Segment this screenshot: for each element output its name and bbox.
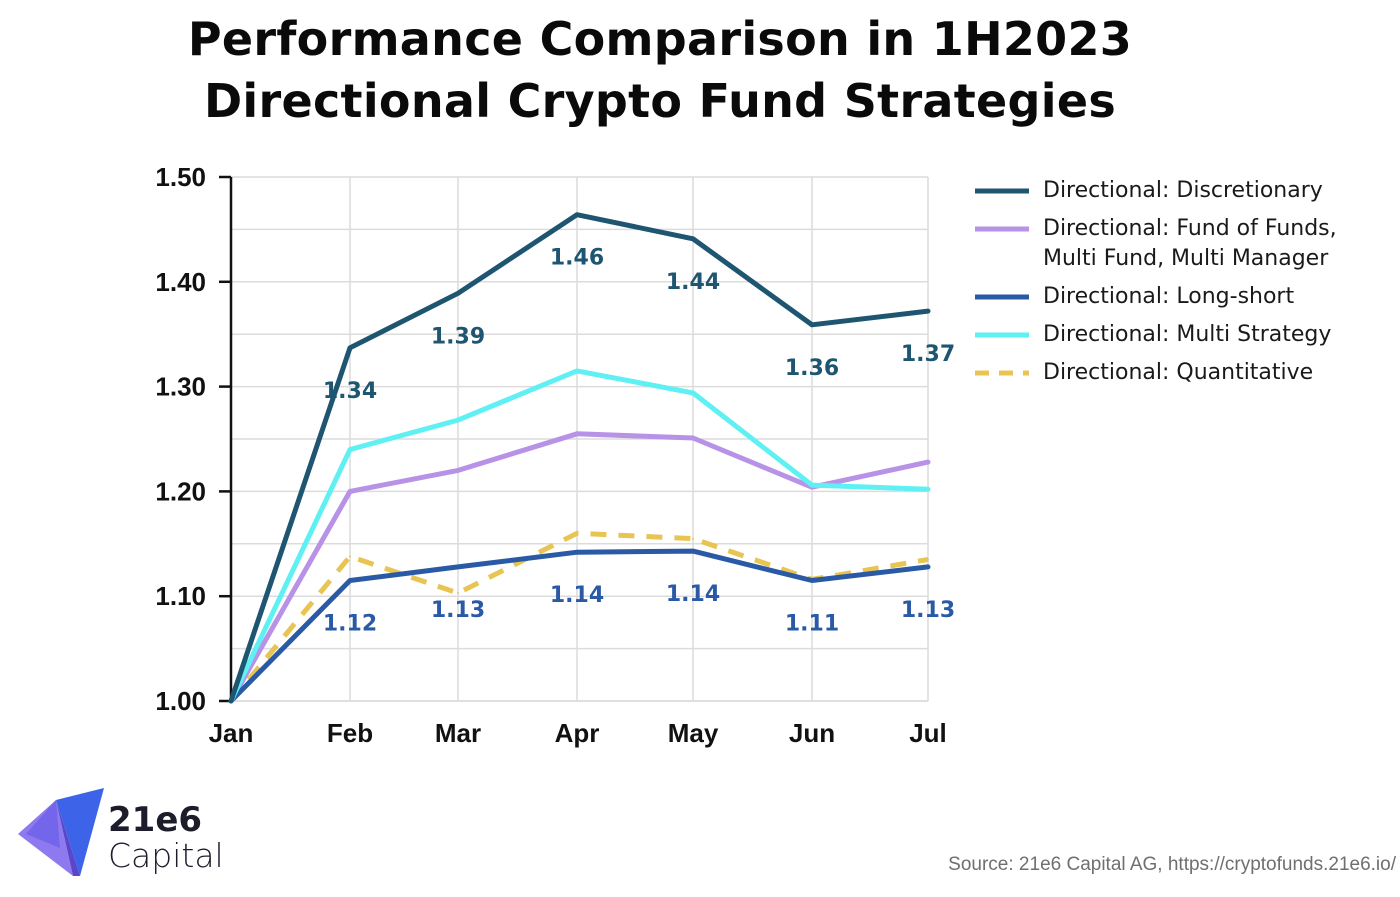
data-label: 1.12 — [323, 611, 377, 636]
legend-swatch — [975, 282, 1029, 312]
data-point — [927, 488, 929, 491]
y-tick-label: 1.00 — [155, 686, 206, 716]
data-point — [927, 565, 929, 568]
chart-axes: 1.00 1.10 1.20 1.30 1.40 1.50 Jan Feb Mar Apr May J… — [155, 162, 946, 748]
legend-item: Directional: Long-short — [975, 282, 1375, 312]
legend-label: Directional: Multi Strategy — [1043, 322, 1332, 347]
data-point — [457, 565, 459, 568]
data-point — [576, 432, 578, 435]
chart-data-labels: 1.34 1.39 1.46 1.44 1.36 1.37 1.12 1.13 1.14 1.14… — [323, 246, 955, 637]
x-tick-label: Apr — [555, 718, 600, 748]
data-point — [692, 437, 694, 439]
legend-swatch — [975, 176, 1029, 206]
data-point — [576, 532, 578, 535]
y-tick-label: 1.10 — [155, 581, 206, 611]
legend-swatch — [975, 320, 1029, 350]
logo-mark-icon — [18, 788, 104, 876]
x-tick-label: Mar — [435, 718, 481, 748]
data-label: 1.46 — [550, 246, 604, 271]
x-tick-label: Feb — [327, 718, 373, 748]
data-point — [692, 237, 694, 240]
logo-name: 21e6 — [108, 800, 203, 840]
chart-title-line1: Performance Comparison in 1H2023 — [187, 12, 1133, 66]
data-point — [692, 550, 694, 553]
x-tick-label: Jun — [789, 718, 835, 748]
legend-item: Directional: Fund of Funds, Multi Fund, … — [975, 214, 1375, 274]
data-point — [349, 555, 351, 558]
chart-title: Performance Comparison in 1H2023 Directi… — [0, 8, 1320, 132]
data-point — [927, 310, 929, 313]
data-label: 1.14 — [666, 582, 720, 607]
data-point — [576, 551, 578, 554]
x-tick-label: Jan — [209, 718, 254, 748]
data-point — [457, 592, 459, 595]
legend-item: Directional: Quantitative — [975, 358, 1375, 388]
data-label: 1.34 — [323, 379, 377, 404]
y-tick-label: 1.30 — [155, 372, 206, 402]
series-line-1 — [228, 431, 931, 704]
data-point — [457, 469, 459, 472]
source-note: Source: 21e6 Capital AG, https://cryptof… — [948, 854, 1396, 875]
data-point — [927, 461, 929, 464]
x-tick-label: May — [668, 718, 719, 748]
chart-legend: Directional: Discretionary Directional: F… — [975, 176, 1375, 396]
data-point — [692, 391, 694, 394]
legend-swatch — [975, 358, 1029, 388]
data-label: 1.36 — [785, 356, 839, 381]
legend-item: Directional: Multi Strategy — [975, 320, 1375, 350]
data-point — [811, 323, 813, 326]
data-point — [576, 369, 578, 372]
y-tick-label: 1.40 — [155, 267, 206, 297]
data-label: 1.11 — [785, 611, 839, 636]
data-point — [349, 346, 351, 349]
data-point — [230, 700, 232, 702]
legend-label: Directional: Quantitative — [1043, 360, 1314, 385]
data-label: 1.13 — [431, 598, 485, 623]
logo-subname: Capital — [108, 836, 224, 875]
data-label: 1.13 — [901, 598, 955, 623]
chart-title-line2: Directional Crypto Fund Strategies — [203, 74, 1117, 128]
data-point — [692, 537, 694, 540]
data-point — [927, 558, 929, 561]
data-point — [349, 448, 351, 451]
data-point — [349, 490, 351, 493]
legend-swatch — [975, 214, 1029, 244]
data-point — [576, 213, 578, 216]
chart-series — [228, 212, 931, 704]
data-point — [811, 579, 813, 582]
y-tick-label: 1.20 — [155, 476, 206, 506]
data-point — [457, 419, 459, 422]
data-point — [349, 579, 351, 582]
series-line-3 — [228, 368, 931, 704]
data-point — [457, 292, 459, 295]
data-label: 1.44 — [666, 270, 720, 295]
legend-label: Directional: Discretionary — [1043, 178, 1323, 203]
data-label: 1.37 — [901, 342, 955, 367]
legend-item: Directional: Discretionary — [975, 176, 1375, 206]
data-point — [811, 484, 813, 487]
legend-label: Directional: Long-short — [1043, 284, 1295, 309]
data-label: 1.14 — [550, 583, 604, 608]
legend-label: Directional: Fund of Funds, Multi Fund, … — [1043, 216, 1337, 271]
data-label: 1.39 — [431, 324, 485, 349]
y-tick-label: 1.50 — [155, 162, 206, 192]
x-tick-label: Jul — [909, 718, 947, 748]
